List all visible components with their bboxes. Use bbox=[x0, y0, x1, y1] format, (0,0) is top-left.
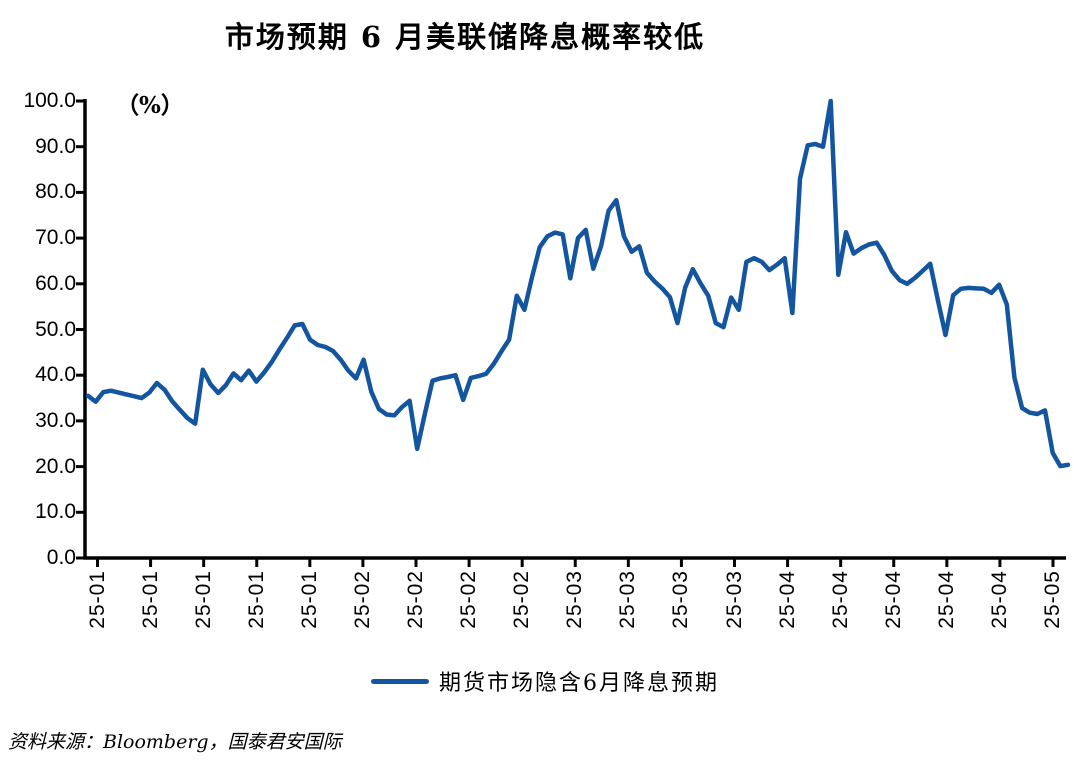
y-tick-label: 50.0 bbox=[35, 317, 76, 341]
x-tick-label: 25-02 bbox=[510, 570, 534, 629]
x-tick-label: 25-05 bbox=[1041, 570, 1064, 629]
y-tick-label: 30.0 bbox=[35, 408, 76, 432]
x-tick-label: 25-03 bbox=[563, 570, 587, 629]
legend-label: 期货市场隐含6月降息预期 bbox=[439, 671, 719, 696]
x-tick-label: 25-01 bbox=[85, 570, 109, 629]
x-tick-label: 25-04 bbox=[987, 570, 1011, 629]
legend-line-swatch bbox=[371, 678, 429, 684]
x-tick-label: 25-02 bbox=[457, 570, 481, 629]
source-note: 资料来源：Bloomberg，国泰君安国际 bbox=[8, 731, 342, 753]
y-tick-label: 80.0 bbox=[35, 180, 76, 204]
x-tick-label: 25-01 bbox=[244, 570, 268, 629]
x-tick-label: 25-02 bbox=[350, 570, 374, 629]
x-tick-label: 25-03 bbox=[669, 570, 693, 629]
x-tick-label: 25-03 bbox=[722, 570, 746, 629]
y-tick-label: 90.0 bbox=[35, 134, 76, 158]
chart-title: 市场预期 6 月美联储降息概率较低 bbox=[224, 20, 706, 54]
x-tick-label: 25-04 bbox=[934, 570, 958, 629]
x-tick-label: 25-03 bbox=[616, 570, 640, 629]
y-tick-label: 100.0 bbox=[23, 89, 76, 112]
y-tick-label: 0.0 bbox=[46, 546, 76, 569]
x-tick-label: 25-01 bbox=[191, 570, 215, 629]
x-tick-label: 25-04 bbox=[828, 570, 852, 629]
x-tick-label: 25-04 bbox=[881, 570, 905, 629]
y-tick-label: 70.0 bbox=[35, 226, 76, 250]
y-axis-unit-label: （%） bbox=[116, 92, 184, 119]
x-tick-label: 25-02 bbox=[404, 570, 427, 629]
y-tick-label: 20.0 bbox=[35, 454, 76, 478]
x-tick-label: 25-01 bbox=[297, 570, 321, 629]
y-tick-label: 10.0 bbox=[35, 500, 76, 524]
data-series-line bbox=[85, 98, 1071, 469]
y-tick-label: 40.0 bbox=[35, 363, 76, 387]
y-tick-label: 60.0 bbox=[35, 271, 76, 295]
legend: 期货市场隐含6月降息预期 bbox=[371, 665, 719, 697]
x-tick-label: 25-01 bbox=[138, 570, 162, 629]
x-tick-label: 25-04 bbox=[775, 570, 799, 629]
